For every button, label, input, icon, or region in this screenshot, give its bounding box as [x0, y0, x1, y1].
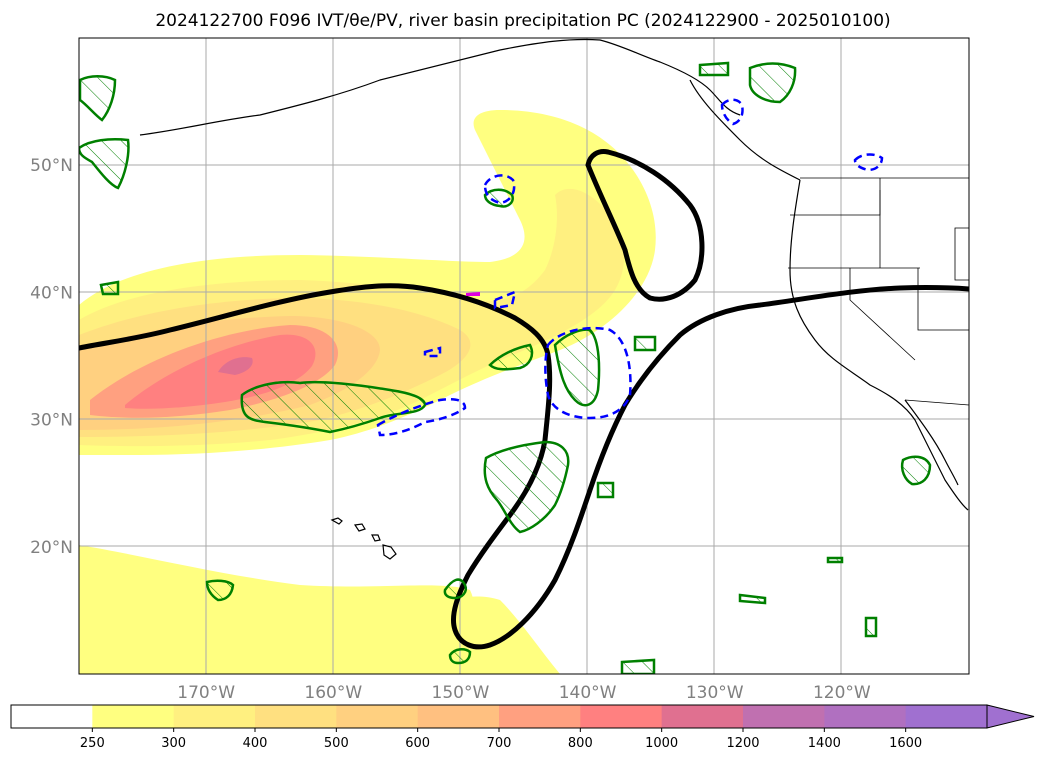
- precip-feature-7: [423, 346, 442, 358]
- colorbar-swatch: [255, 705, 337, 728]
- montana-box: [954, 227, 969, 281]
- precip-feature-2: [376, 398, 467, 437]
- theta-e-loop-contour: [585, 149, 705, 302]
- colorbar-tick-label: 1200: [726, 736, 759, 751]
- pv-feature-1: [240, 380, 427, 434]
- hawaii-island-2: [353, 523, 366, 532]
- pv-feature-4: [488, 343, 534, 371]
- colorbar-swatch: [661, 705, 744, 728]
- colorbar-swatch: [92, 705, 175, 728]
- west-us-coast: [789, 179, 969, 511]
- colorbar-swatch: [417, 705, 500, 728]
- colorbar-swatch: [580, 705, 663, 728]
- colorbar-swatch: [824, 705, 907, 728]
- pv-feature-13: [448, 648, 472, 665]
- lon-tick-label: 130°W: [686, 683, 744, 703]
- lat-tick-label: 50°N: [30, 156, 73, 176]
- pv-feature-10: [900, 455, 932, 486]
- colorbar-swatch: [336, 705, 419, 728]
- lon-tick-labels: 170°W 160°W 150°W 140°W 130°W 120°W: [177, 683, 871, 703]
- state-borders: [788, 177, 969, 406]
- hawaii-big-island: [382, 544, 397, 560]
- pv-feature-17: [864, 616, 878, 638]
- pv-magenta-feature: [466, 292, 480, 296]
- precip-feature-5: [853, 153, 884, 172]
- ivt-shading: [79, 110, 656, 674]
- colorbar-swatch: [743, 705, 825, 728]
- colorbar-tick-label: 1400: [808, 736, 841, 751]
- precip-feature-3: [483, 174, 516, 205]
- precip-contours: [376, 98, 884, 437]
- pv-feature-2: [483, 440, 570, 534]
- pv-feature-3: [553, 328, 601, 407]
- colorbar-swatch: [499, 705, 581, 728]
- colorbar-tick-label: 600: [405, 736, 430, 751]
- map-frame: [78, 37, 970, 675]
- pv-feature-9: [698, 61, 730, 77]
- hawaii-island-1: [330, 517, 343, 525]
- hawaii-island-3: [371, 534, 381, 542]
- lon-tick-label: 160°W: [304, 683, 362, 703]
- colorbar: 250 300 400 500 600 700 800 1000 1200 1400 1600: [10, 704, 1035, 751]
- lat-tick-labels: 50°N 40°N 30°N 20°N: [30, 156, 73, 558]
- lat-tick-label: 20°N: [30, 538, 73, 558]
- pv-feature-20: [826, 556, 844, 564]
- pv-feature-11: [205, 579, 235, 602]
- colorbar-tick-label: 250: [80, 736, 105, 751]
- pv-feature-19: [738, 593, 767, 605]
- colorbar-swatch: [11, 705, 93, 728]
- precip-feature-4: [720, 98, 744, 126]
- pv-contours: [79, 61, 932, 674]
- precip-feature-6: [493, 289, 517, 310]
- lat-tick-label: 40°N: [30, 283, 73, 303]
- colorbar-tick-label: 1000: [645, 736, 678, 751]
- colorbar-tick-label: 800: [568, 736, 593, 751]
- colorbar-swatch: [173, 705, 256, 728]
- bc-coast: [689, 79, 801, 181]
- colorbar-extend-arrow: [986, 704, 1035, 729]
- map-panel: [79, 38, 969, 674]
- ivt-1000-region: [218, 357, 253, 375]
- pv-feature-12: [443, 578, 467, 600]
- colorbar-tick-label: 300: [161, 736, 186, 751]
- pv-feature-7: [79, 75, 117, 122]
- colorbar-tick-label: 500: [324, 736, 349, 751]
- coastlines: [139, 38, 969, 560]
- colorbar-tick-label: 700: [487, 736, 512, 751]
- lon-tick-label: 150°W: [432, 683, 490, 703]
- chart-title: 2024122700 F096 IVT/θe/PV, river basin p…: [155, 11, 890, 31]
- colorbar-tick-label: 400: [243, 736, 268, 751]
- pv-feature-6: [79, 138, 130, 190]
- lon-tick-label: 170°W: [177, 683, 235, 703]
- precip-feature-1: [544, 326, 632, 420]
- us-mx-border: [904, 399, 969, 406]
- ivt-250-south2-region: [400, 596, 560, 674]
- pv-feature-16: [620, 658, 656, 674]
- lon-tick-label: 120°W: [813, 683, 871, 703]
- alaska-coast: [139, 38, 741, 136]
- lat-tick-label: 30°N: [30, 411, 73, 431]
- ivt-250-south-region: [79, 545, 480, 674]
- pv-feature-15: [633, 335, 657, 352]
- baja-coast: [904, 399, 959, 486]
- colorbar-swatch: [905, 705, 988, 728]
- colorbar-tick-label: 1600: [889, 736, 922, 751]
- ca-nv-border: [849, 268, 916, 361]
- lon-tick-label: 140°W: [559, 683, 617, 703]
- pv-feature-8: [748, 62, 797, 104]
- pv-feature-18: [99, 280, 120, 296]
- pv-feature-14: [596, 481, 615, 499]
